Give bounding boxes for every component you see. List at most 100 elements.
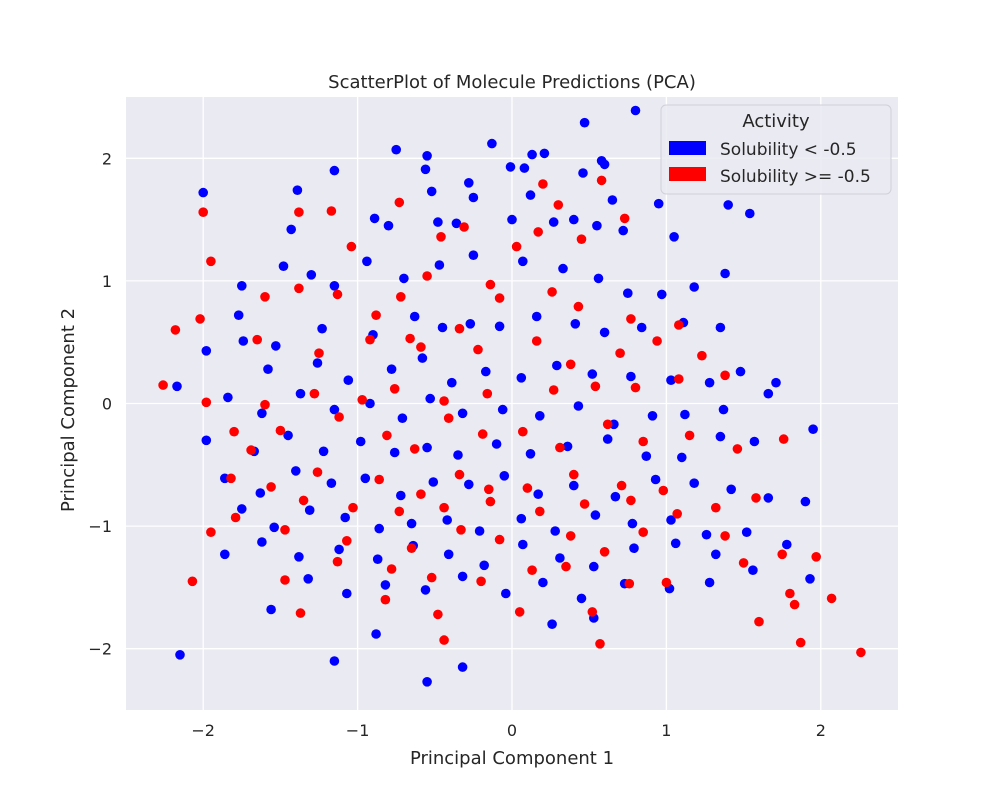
data-point-red	[482, 388, 493, 399]
data-point-blue	[447, 377, 457, 388]
data-point-blue	[558, 263, 568, 274]
data-point-red	[485, 496, 496, 507]
legend-swatch-blue	[669, 141, 706, 155]
data-point-blue	[223, 392, 233, 403]
data-point-blue	[610, 491, 621, 502]
legend: Activity Solubility < -0.5 Solubility >=…	[660, 104, 892, 195]
data-point-blue	[518, 256, 528, 267]
data-point-blue	[201, 346, 212, 356]
data-point-blue	[487, 138, 497, 149]
data-point-blue	[457, 408, 468, 419]
data-points	[158, 105, 866, 687]
data-point-red	[548, 385, 559, 395]
data-point-blue	[689, 478, 699, 489]
data-point-blue	[233, 310, 244, 321]
data-point-red	[295, 608, 306, 618]
data-point-blue	[741, 527, 752, 537]
data-point-blue	[516, 373, 527, 383]
data-point-blue	[263, 364, 273, 375]
y-tick-label: 0	[102, 395, 112, 414]
data-point-red	[433, 609, 443, 620]
data-point-red	[527, 565, 537, 575]
data-point-blue	[369, 213, 380, 224]
data-point-blue	[491, 439, 502, 449]
data-point-blue	[626, 371, 636, 382]
data-point-blue	[303, 574, 314, 584]
data-point-red	[380, 594, 391, 605]
data-point-blue	[383, 220, 394, 231]
legend-title: Activity	[742, 111, 810, 132]
data-point-blue	[745, 208, 755, 219]
data-point-red	[795, 637, 806, 648]
data-point-red	[348, 502, 358, 513]
data-point-red	[531, 336, 542, 346]
data-point-red	[334, 412, 344, 422]
data-point-blue	[257, 537, 267, 547]
data-point-blue	[457, 571, 468, 582]
data-point-red	[484, 484, 494, 495]
data-point-red	[382, 430, 392, 441]
data-point-blue	[360, 473, 371, 484]
data-point-blue	[711, 549, 721, 560]
y-tick-label: −1	[88, 517, 112, 536]
data-point-blue	[569, 480, 579, 491]
data-point-red	[357, 395, 368, 405]
x-tick-label: −1	[346, 721, 370, 740]
data-point-red	[533, 227, 543, 237]
data-point-blue	[670, 538, 681, 549]
data-point-red	[454, 323, 465, 334]
chart-title: ScatterPlot of Molecule Predictions (PCA…	[328, 72, 696, 93]
data-point-red	[206, 527, 216, 537]
data-point-red	[587, 607, 598, 617]
data-point-blue	[653, 198, 664, 209]
data-point-blue	[220, 549, 230, 560]
data-point-red	[561, 561, 571, 572]
data-point-red	[476, 576, 486, 587]
data-point-red	[394, 506, 405, 517]
data-point-blue	[782, 539, 792, 550]
data-point-red	[569, 469, 579, 480]
data-point-red	[439, 502, 449, 513]
data-point-red	[514, 607, 525, 617]
data-point-blue	[312, 358, 323, 368]
data-point-red	[394, 197, 405, 208]
data-point-red	[602, 419, 613, 430]
data-point-red	[674, 320, 684, 330]
y-tick-label: −2	[88, 640, 112, 659]
data-point-red	[494, 534, 505, 545]
data-point-blue	[516, 513, 527, 524]
data-point-blue	[499, 471, 510, 481]
data-point-blue	[599, 159, 610, 170]
data-point-blue	[805, 574, 815, 584]
data-point-blue	[396, 490, 406, 501]
data-point-red	[201, 397, 212, 408]
data-point-blue	[578, 168, 588, 178]
data-point-blue	[570, 319, 581, 329]
data-point-blue	[539, 148, 550, 159]
data-point-blue	[723, 200, 733, 210]
data-point-red	[170, 325, 181, 335]
data-point-red	[626, 495, 636, 506]
data-point-blue	[434, 260, 445, 270]
data-point-red	[596, 175, 607, 186]
data-point-blue	[677, 452, 687, 463]
data-point-red	[371, 310, 381, 321]
x-tick-label: −2	[191, 721, 215, 740]
data-point-red	[477, 429, 488, 439]
data-point-blue	[329, 404, 340, 415]
data-point-red	[553, 200, 564, 210]
data-point-red	[314, 348, 324, 359]
data-point-blue	[657, 289, 667, 300]
data-point-blue	[317, 323, 327, 334]
data-point-blue	[689, 282, 699, 292]
data-point-blue	[406, 518, 417, 529]
data-point-blue	[329, 165, 340, 176]
data-point-red	[374, 474, 385, 485]
data-point-red	[312, 467, 323, 478]
data-point-blue	[592, 220, 602, 231]
x-axis-label: Principal Component 1	[410, 748, 614, 769]
data-point-red	[389, 384, 400, 394]
data-point-blue	[497, 404, 508, 415]
data-point-red	[754, 616, 764, 627]
